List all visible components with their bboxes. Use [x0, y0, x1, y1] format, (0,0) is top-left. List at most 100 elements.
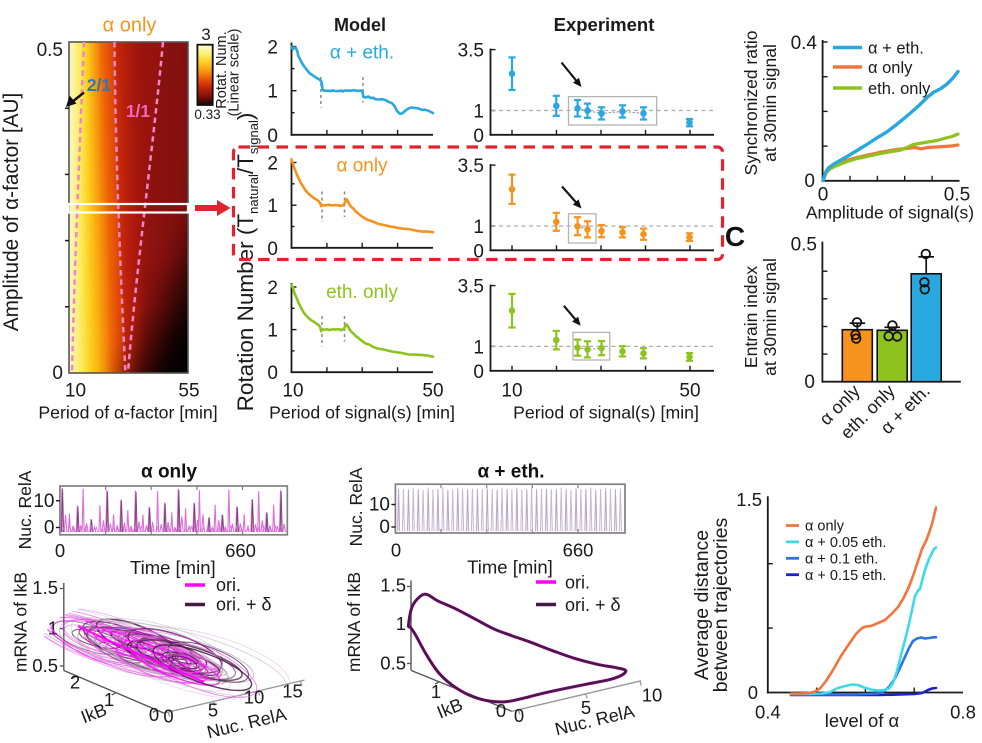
svg-text:2: 2: [267, 38, 278, 59]
svg-text:1.5: 1.5: [32, 577, 58, 598]
svg-text:ori. + δ: ori. + δ: [216, 595, 272, 615]
svg-text:α + 0.15 eth.: α + 0.15 eth.: [805, 568, 886, 584]
svg-text:0.5: 0.5: [944, 185, 970, 206]
svg-text:2: 2: [267, 278, 278, 299]
svg-text:10: 10: [33, 491, 54, 512]
svg-text:Period of α-factor [min]: Period of α-factor [min]: [38, 403, 217, 423]
svg-text:ori. + δ: ori. + δ: [565, 595, 621, 615]
svg-text:5: 5: [208, 700, 218, 721]
svg-text:Average distance: Average distance: [691, 530, 713, 680]
svg-text:1: 1: [267, 196, 278, 217]
svg-text:10: 10: [244, 687, 265, 708]
svg-text:1: 1: [396, 613, 406, 634]
svg-text:Amplitude of α-factor [AU]: Amplitude of α-factor [AU]: [0, 93, 23, 332]
svg-text:Time [min]: Time [min]: [130, 557, 216, 578]
svg-text:0: 0: [163, 706, 173, 727]
svg-text:ori.: ori.: [216, 575, 241, 595]
svg-text:0: 0: [267, 239, 278, 260]
svg-text:1: 1: [473, 337, 484, 358]
svg-text:level of α: level of α: [825, 710, 900, 731]
svg-text:mRNA of IkB: mRNA of IkB: [11, 572, 31, 672]
svg-text:1.5: 1.5: [736, 489, 762, 510]
svg-text:Nuc. RelA: Nuc. RelA: [346, 467, 366, 546]
svg-text:0.33: 0.33: [194, 107, 220, 122]
svg-text:10: 10: [65, 381, 86, 402]
svg-text:1: 1: [267, 82, 278, 103]
svg-text:2: 2: [70, 672, 80, 693]
svg-text:α only: α only: [336, 156, 388, 177]
svg-text:660: 660: [225, 540, 256, 561]
svg-text:0: 0: [267, 363, 278, 384]
svg-text:1: 1: [473, 101, 484, 122]
svg-text:55: 55: [178, 381, 199, 402]
svg-text:0: 0: [804, 372, 815, 393]
svg-text:15: 15: [282, 681, 303, 702]
svg-text:0.4: 0.4: [791, 33, 818, 54]
svg-text:Experiment: Experiment: [554, 14, 655, 35]
svg-text:1: 1: [473, 217, 484, 238]
svg-text:0: 0: [473, 362, 484, 383]
svg-text:at 30min signal: at 30min signal: [760, 258, 780, 376]
svg-text:1: 1: [104, 689, 114, 710]
svg-text:50: 50: [422, 381, 443, 402]
svg-text:C: C: [725, 221, 745, 252]
svg-text:Period of signal(s) [min]: Period of signal(s) [min]: [513, 403, 699, 423]
svg-text:0.8: 0.8: [950, 702, 976, 723]
svg-text:Synchronized ratio: Synchronized ratio: [741, 31, 761, 176]
svg-text:0: 0: [379, 517, 390, 538]
svg-text:2: 2: [267, 154, 278, 175]
svg-text:2/1: 2/1: [87, 75, 112, 95]
svg-text:0: 0: [804, 171, 815, 192]
svg-text:0: 0: [748, 682, 758, 703]
svg-text:1/1: 1/1: [126, 101, 151, 121]
svg-text:eth. only: eth. only: [868, 80, 931, 98]
svg-text:3: 3: [201, 25, 210, 44]
svg-text:(Linear scale): (Linear scale): [227, 29, 243, 117]
svg-text:α only: α only: [103, 15, 157, 37]
svg-text:3.5: 3.5: [458, 41, 484, 62]
svg-text:α + 0.1 eth.: α + 0.1 eth.: [805, 552, 878, 568]
svg-text:Entrain index: Entrain index: [741, 266, 761, 368]
svg-text:0: 0: [267, 126, 278, 147]
svg-text:α + eth.: α + eth.: [330, 43, 394, 64]
svg-text:0: 0: [496, 700, 506, 721]
svg-text:10: 10: [642, 685, 663, 706]
svg-text:Model: Model: [334, 15, 386, 35]
svg-text:0.5: 0.5: [32, 655, 58, 676]
svg-text:Rotat. Num.: Rotat. Num.: [214, 31, 230, 108]
svg-text:0.4: 0.4: [755, 702, 781, 723]
svg-text:0: 0: [391, 540, 401, 561]
svg-text:1: 1: [431, 681, 441, 702]
svg-text:α only: α only: [868, 59, 913, 77]
svg-text:0.5: 0.5: [380, 653, 406, 674]
svg-text:1: 1: [267, 321, 278, 342]
svg-text:α + 0.05 eth.: α + 0.05 eth.: [805, 535, 886, 551]
svg-text:50: 50: [679, 381, 700, 402]
svg-text:Time [min]: Time [min]: [467, 557, 553, 578]
svg-text:Rotation Number (Tnatural/Tsig: Rotation Number (Tnatural/Tsignal): [233, 113, 261, 412]
svg-text:at 30min signal: at 30min signal: [760, 44, 780, 162]
svg-text:0: 0: [55, 540, 65, 561]
svg-text:α + eth.: α + eth.: [868, 40, 924, 58]
svg-text:Period of signal(s) [min]: Period of signal(s) [min]: [269, 403, 455, 423]
svg-text:α only: α only: [141, 462, 197, 483]
svg-text:660: 660: [563, 540, 594, 561]
svg-text:α + eth.: α + eth.: [477, 462, 544, 483]
svg-text:between trajectories: between trajectories: [710, 517, 732, 692]
svg-text:Nuc. RelA: Nuc. RelA: [15, 470, 35, 549]
svg-text:ori.: ori.: [565, 573, 590, 593]
svg-text:10: 10: [369, 495, 390, 516]
svg-text:mRNA of IkB: mRNA of IkB: [344, 572, 364, 672]
svg-text:α only: α only: [805, 519, 845, 535]
svg-text:0: 0: [149, 704, 159, 725]
svg-text:3.5: 3.5: [458, 156, 484, 177]
svg-text:0: 0: [52, 363, 63, 384]
svg-text:0: 0: [473, 241, 484, 262]
svg-text:3.5: 3.5: [458, 277, 484, 298]
svg-text:0.5: 0.5: [791, 235, 817, 256]
svg-text:0: 0: [514, 705, 524, 726]
svg-text:Amplitude of signal(s): Amplitude of signal(s): [806, 203, 974, 223]
svg-text:0.5: 0.5: [37, 40, 63, 61]
svg-text:1.5: 1.5: [380, 575, 406, 596]
svg-text:eth. only: eth. only: [326, 282, 398, 303]
